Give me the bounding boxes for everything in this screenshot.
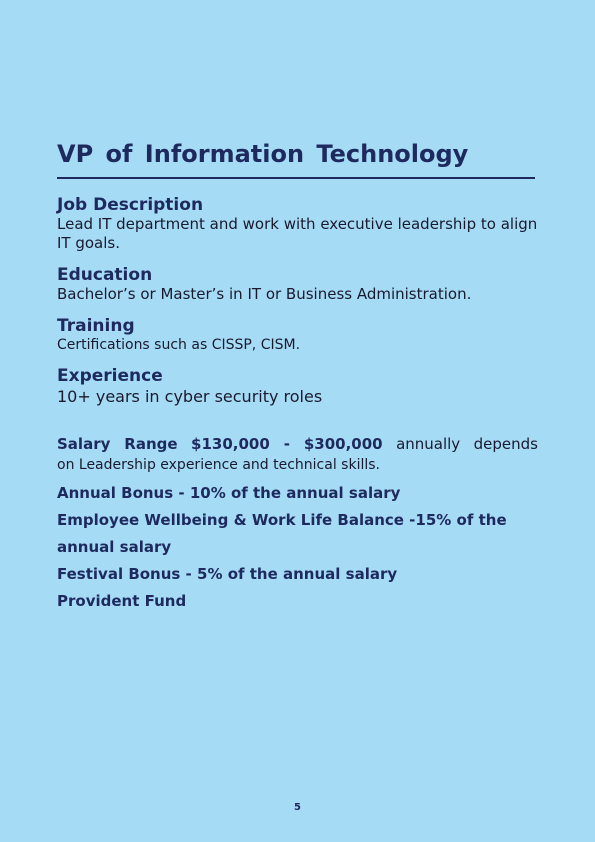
salary-suffix: annually depends (396, 435, 538, 453)
section-education: Education Bachelor’s or Master’s in IT o… (57, 265, 538, 304)
benefit-provident-fund: Provident Fund (57, 592, 187, 610)
section-training: Training Certifications such as CISSP, C… (57, 316, 538, 355)
section-experience: Experience 10+ years in cyber security r… (57, 366, 538, 408)
section-heading: Training (57, 316, 135, 336)
page-title: VP of Information Technology (57, 140, 469, 168)
title-underline (57, 177, 535, 179)
section-job-description: Job Description Lead IT department and w… (57, 195, 538, 253)
benefit-wellbeing: Employee Wellbeing & Work Life Balance -… (57, 511, 507, 556)
section-heading: Job Description (57, 195, 204, 215)
page-number: 5 (294, 802, 301, 813)
salary-line: Salary Range $130,000 - $300,000 annuall… (57, 434, 538, 455)
salary-note: on Leadership experience and technical s… (57, 457, 380, 473)
section-heading: Education (57, 265, 153, 285)
section-heading: Experience (57, 366, 163, 386)
section-text: Certifications such as CISSP, CISM. (57, 337, 301, 353)
section-text: 10+ years in cyber security roles (57, 387, 323, 406)
section-text: Bachelor’s or Master’s in IT or Business… (57, 285, 472, 303)
section-text: Lead IT department and work with executi… (57, 215, 538, 252)
document-page: VP of Information Technology Job Descrip… (57, 0, 538, 842)
salary-range: $130,000 - $300,000 (191, 435, 383, 453)
salary-label: Salary Range (57, 435, 178, 453)
salary-block: Salary Range $130,000 - $300,000 annuall… (57, 434, 538, 476)
benefit-annual-bonus: Annual Bonus - 10% of the annual salary (57, 484, 401, 502)
benefit-festival-bonus: Festival Bonus - 5% of the annual salary (57, 565, 398, 583)
